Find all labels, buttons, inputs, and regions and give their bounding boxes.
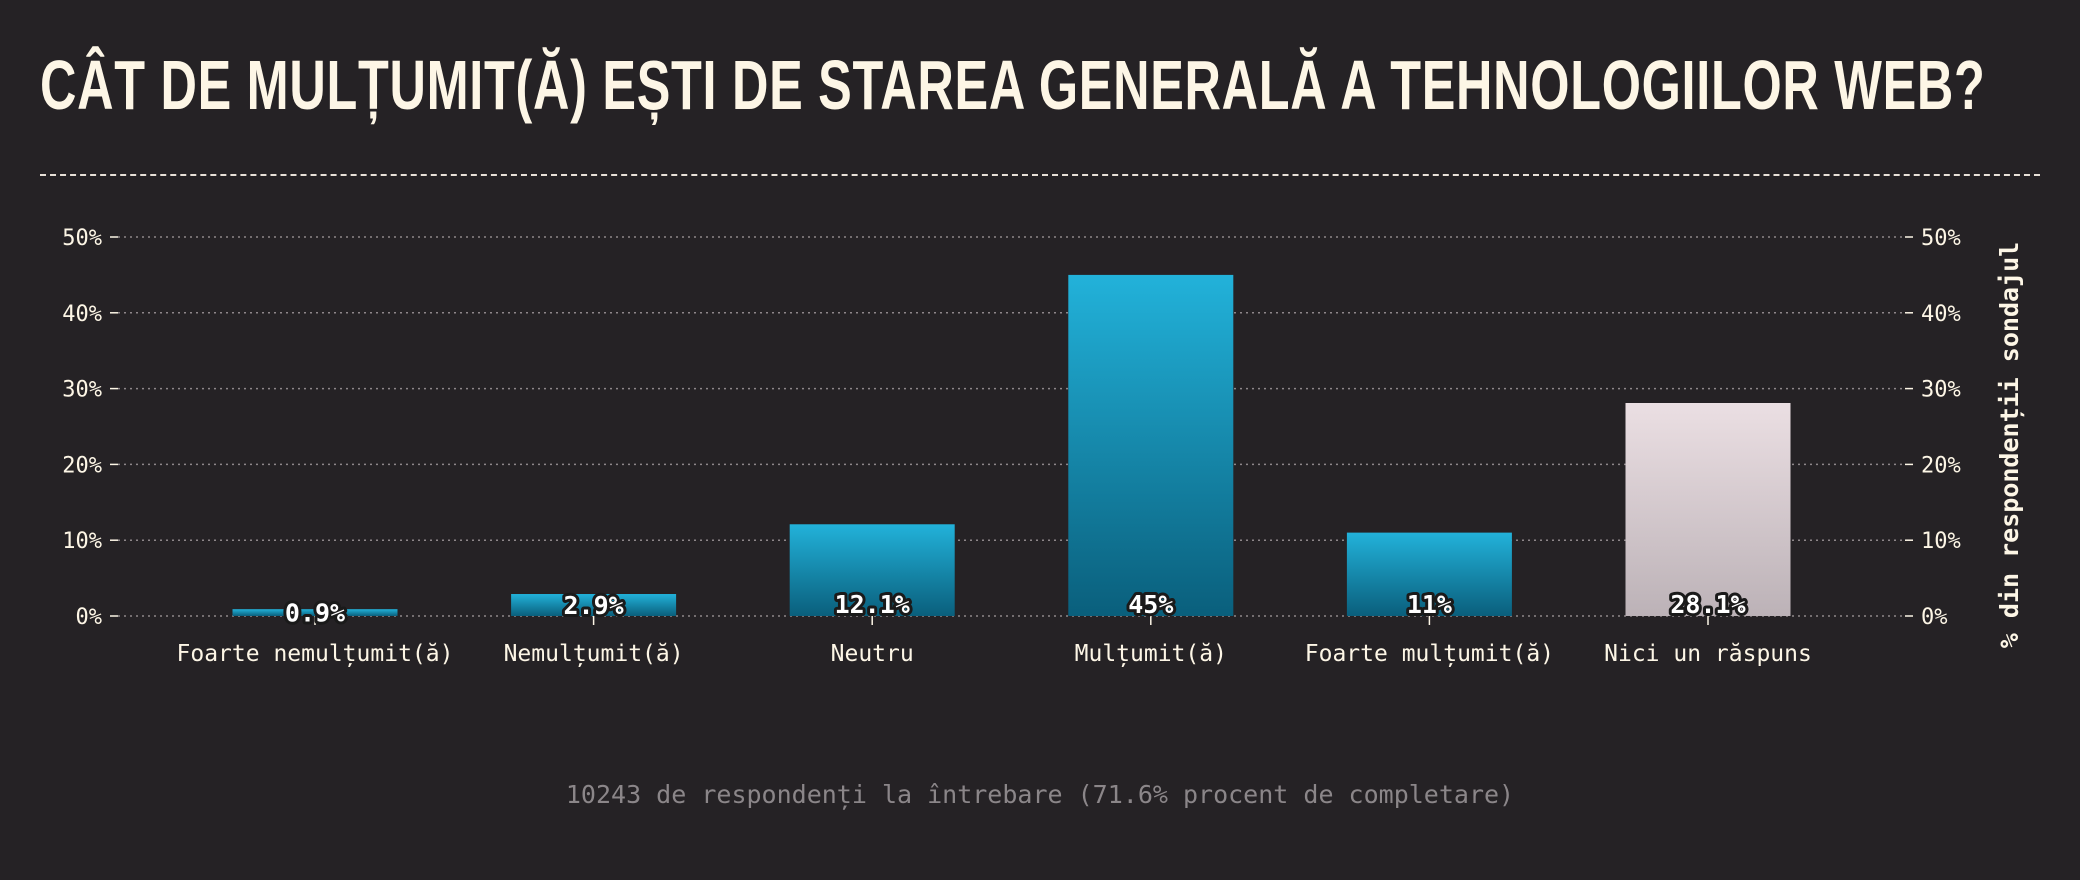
y-tick-label-left: 40% (62, 302, 102, 327)
bar-value-label: 45% (1128, 590, 1173, 619)
bar-value-label: 2.9% (563, 591, 623, 620)
x-category-label: Nici un răspuns (1604, 641, 1812, 667)
respondents-note: 10243 de respondenți la întrebare (71.6%… (565, 780, 1515, 809)
y-tick-label-right: 0% (1921, 605, 1948, 630)
bar (789, 524, 955, 616)
y-tick-label-left: 10% (62, 529, 102, 554)
y-tick-label-right: 20% (1921, 453, 1961, 478)
y-tick-label-right: 50% (1921, 226, 1961, 251)
bar (1625, 403, 1791, 616)
bar (1346, 532, 1512, 616)
y-tick-label-right: 10% (1921, 529, 1961, 554)
bar-value-label: 0.9% (285, 599, 345, 628)
x-category-label: Neutru (831, 641, 914, 667)
y-tick-label-left: 50% (62, 226, 102, 251)
bar (232, 609, 398, 616)
y-tick-label-right: 40% (1921, 302, 1961, 327)
y-axis-label: % din respondenții sondajul (1995, 242, 2024, 648)
y-tick-label-left: 20% (62, 453, 102, 478)
y-tick-label-left: 30% (62, 378, 102, 403)
x-category-label: Mulțumit(ă) (1075, 641, 1227, 667)
bar (1068, 274, 1234, 616)
x-category-label: Foarte nemulțumit(ă) (177, 641, 454, 667)
chart-title: CÂT DE MULȚUMIT(Ă) EȘTI DE STAREA GENERA… (40, 46, 1986, 124)
title-divider (40, 174, 2040, 176)
x-category-label: Foarte mulțumit(ă) (1305, 641, 1554, 667)
bar-value-label: 12.1% (835, 590, 910, 619)
x-category-label: Nemulțumit(ă) (504, 641, 684, 667)
y-tick-label-right: 30% (1921, 378, 1961, 403)
y-tick-label-left: 0% (76, 605, 103, 630)
bar-value-label: 28.1% (1670, 590, 1745, 619)
bar (511, 594, 677, 616)
bar-value-label: 11% (1407, 590, 1452, 619)
